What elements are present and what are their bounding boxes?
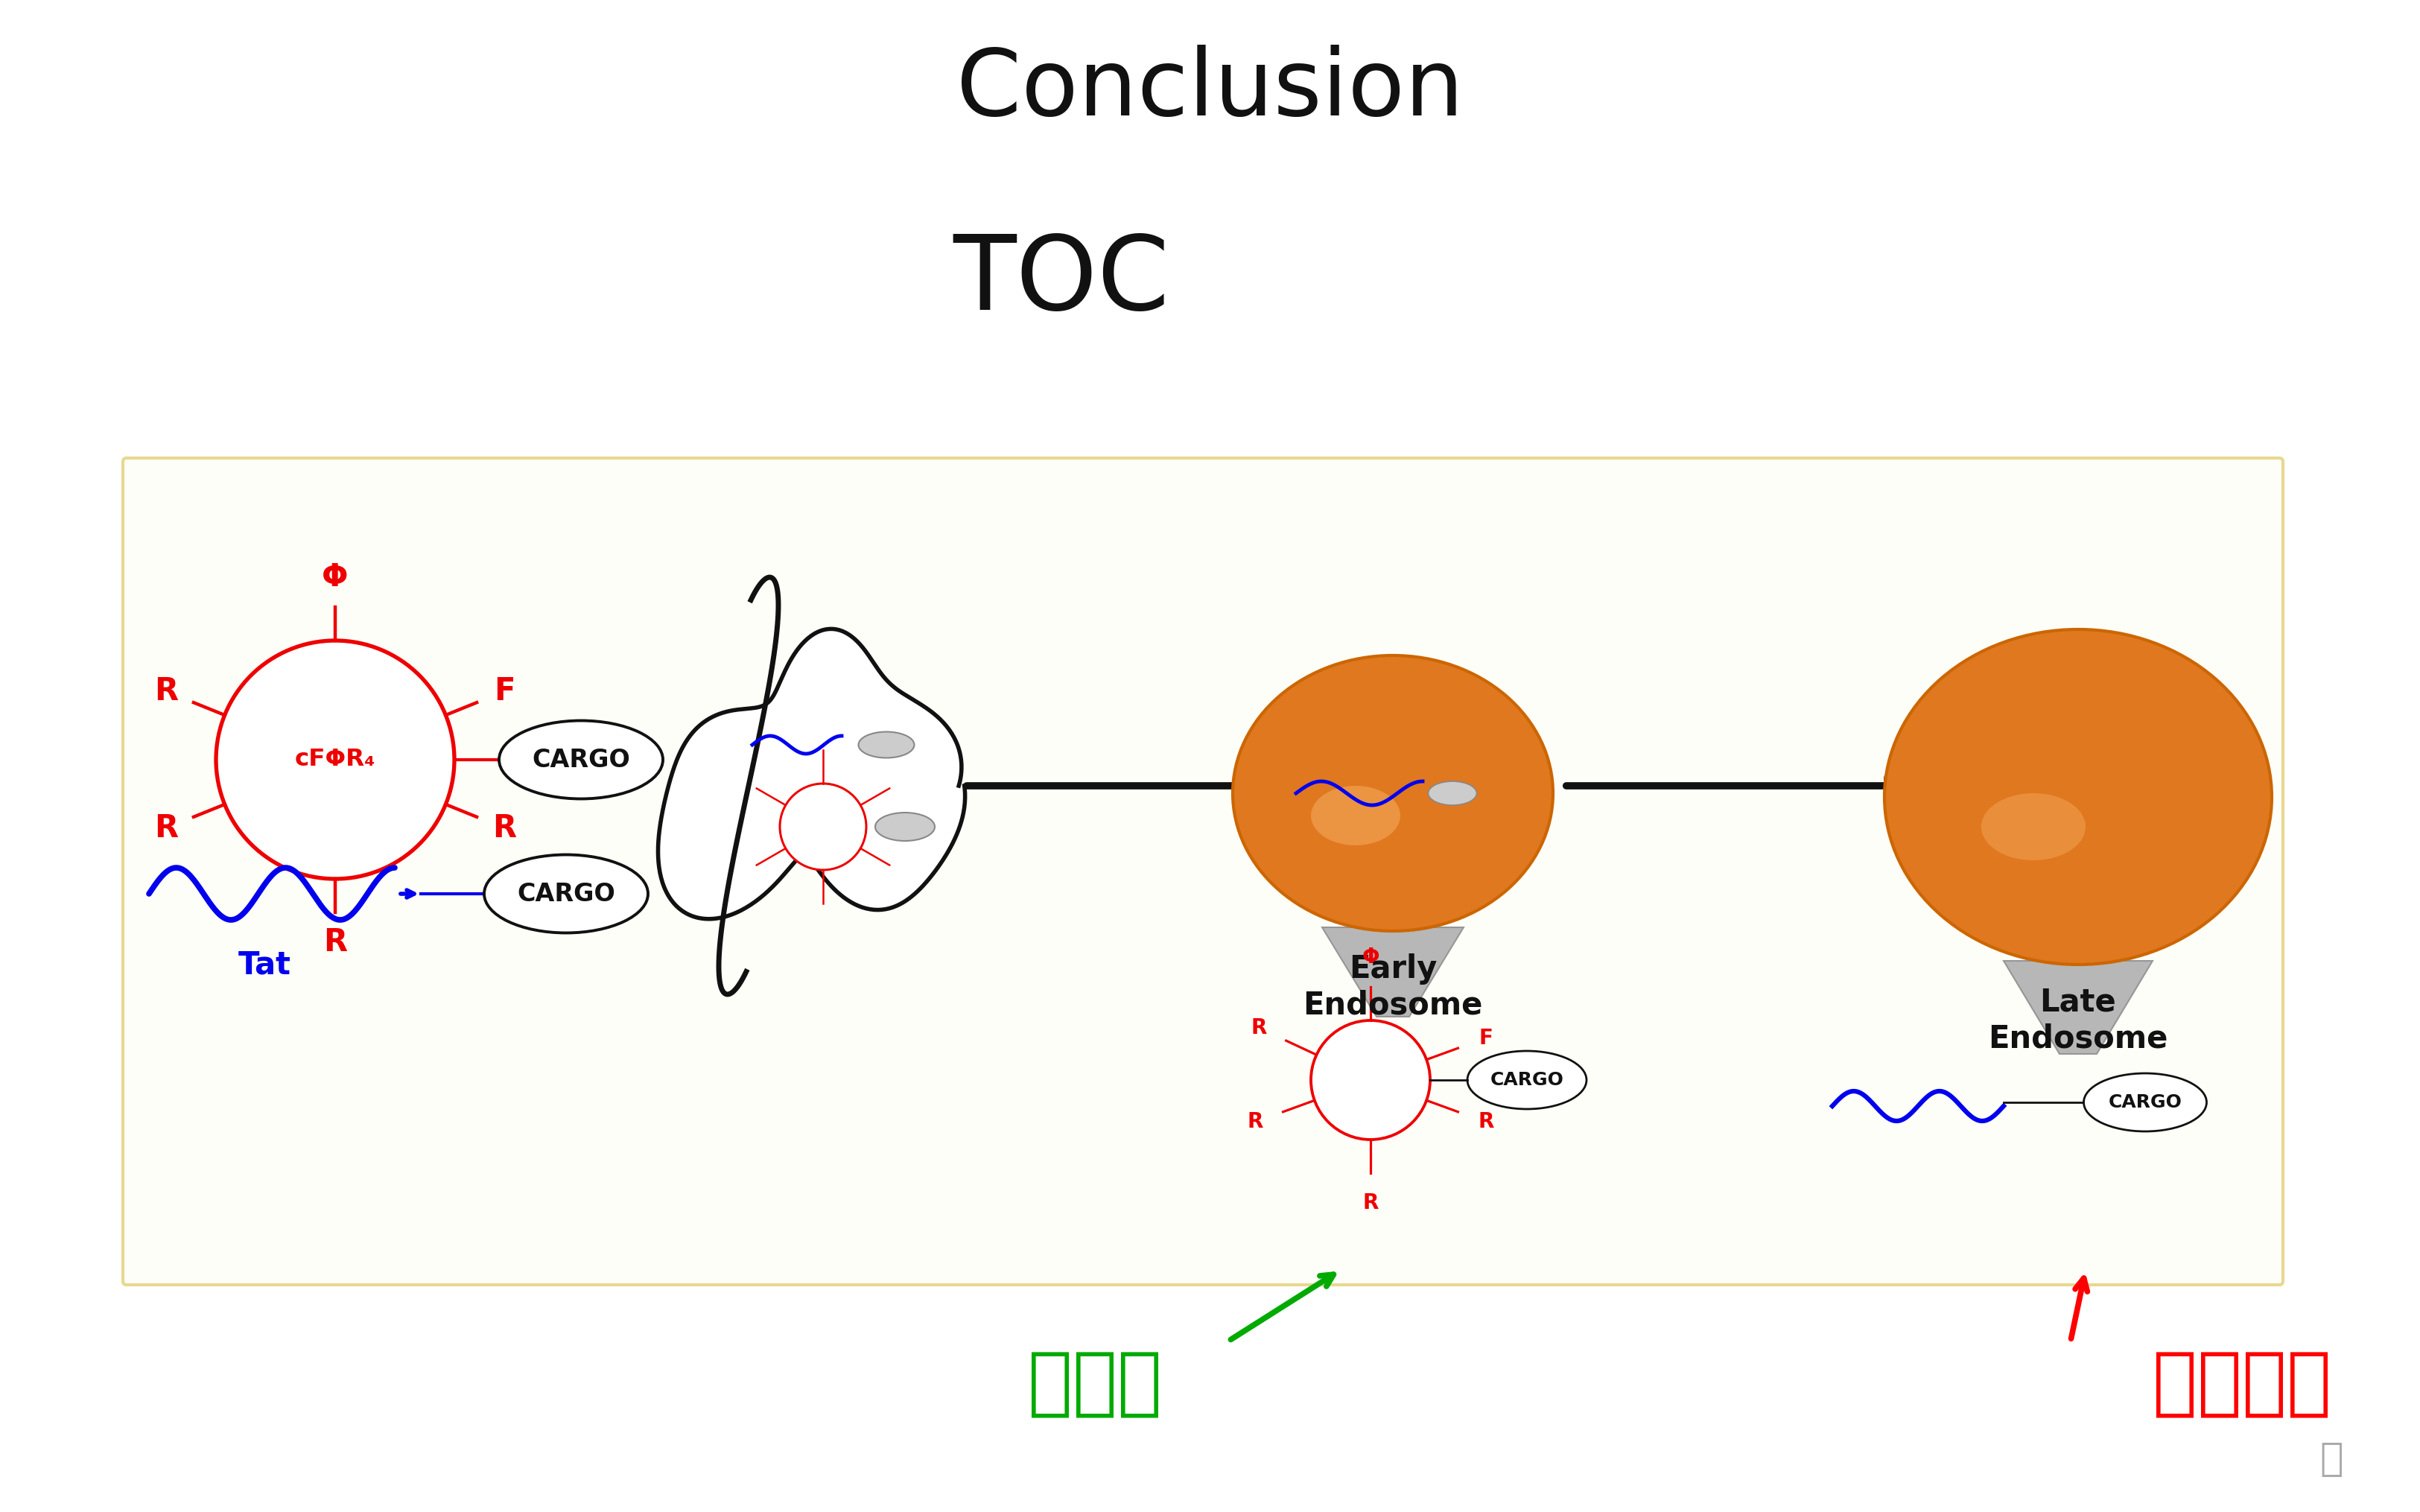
- Text: F: F: [494, 676, 515, 708]
- Text: CARGO: CARGO: [2108, 1093, 2183, 1111]
- Text: R: R: [1246, 1111, 1263, 1132]
- Text: Conclusion: Conclusion: [956, 45, 1464, 135]
- Ellipse shape: [2084, 1074, 2207, 1131]
- Ellipse shape: [876, 812, 934, 841]
- Text: Early
Endosome: Early Endosome: [1302, 954, 1483, 1021]
- Circle shape: [779, 783, 866, 869]
- Ellipse shape: [1428, 782, 1476, 806]
- Ellipse shape: [1982, 794, 2086, 860]
- Ellipse shape: [1232, 655, 1554, 931]
- Text: R: R: [155, 812, 179, 844]
- Circle shape: [1312, 1021, 1430, 1140]
- Text: R: R: [1362, 1193, 1379, 1213]
- Text: R: R: [1479, 1111, 1493, 1132]
- Text: Late
Endosome: Late Endosome: [1989, 987, 2168, 1054]
- Polygon shape: [658, 629, 966, 919]
- Polygon shape: [2004, 960, 2154, 1054]
- Ellipse shape: [1467, 1051, 1588, 1108]
- Text: cFΦR₄: cFΦR₄: [295, 748, 375, 771]
- Text: Tat: Tat: [237, 950, 290, 981]
- Text: R: R: [155, 676, 179, 708]
- Ellipse shape: [859, 732, 915, 758]
- Text: R: R: [324, 927, 346, 957]
- Text: CARGO: CARGO: [1491, 1070, 1563, 1089]
- Text: 相对不好: 相对不好: [2154, 1349, 2330, 1420]
- Ellipse shape: [484, 854, 649, 933]
- Text: F: F: [1479, 1028, 1493, 1048]
- Polygon shape: [1321, 927, 1464, 1016]
- Text: CARGO: CARGO: [532, 747, 629, 773]
- FancyBboxPatch shape: [123, 458, 2282, 1285]
- Ellipse shape: [1312, 786, 1401, 845]
- Ellipse shape: [1885, 629, 2272, 965]
- Text: R: R: [491, 812, 515, 844]
- Text: Φ: Φ: [1362, 947, 1379, 968]
- Text: R: R: [1251, 1018, 1268, 1039]
- Text: Φ: Φ: [322, 561, 348, 593]
- Text: 更好！: 更好！: [1028, 1349, 1162, 1420]
- Ellipse shape: [499, 721, 663, 798]
- Text: TOC: TOC: [953, 231, 1169, 331]
- Text: 🔈: 🔈: [2321, 1439, 2343, 1479]
- Circle shape: [215, 641, 455, 878]
- Text: CARGO: CARGO: [518, 881, 615, 906]
